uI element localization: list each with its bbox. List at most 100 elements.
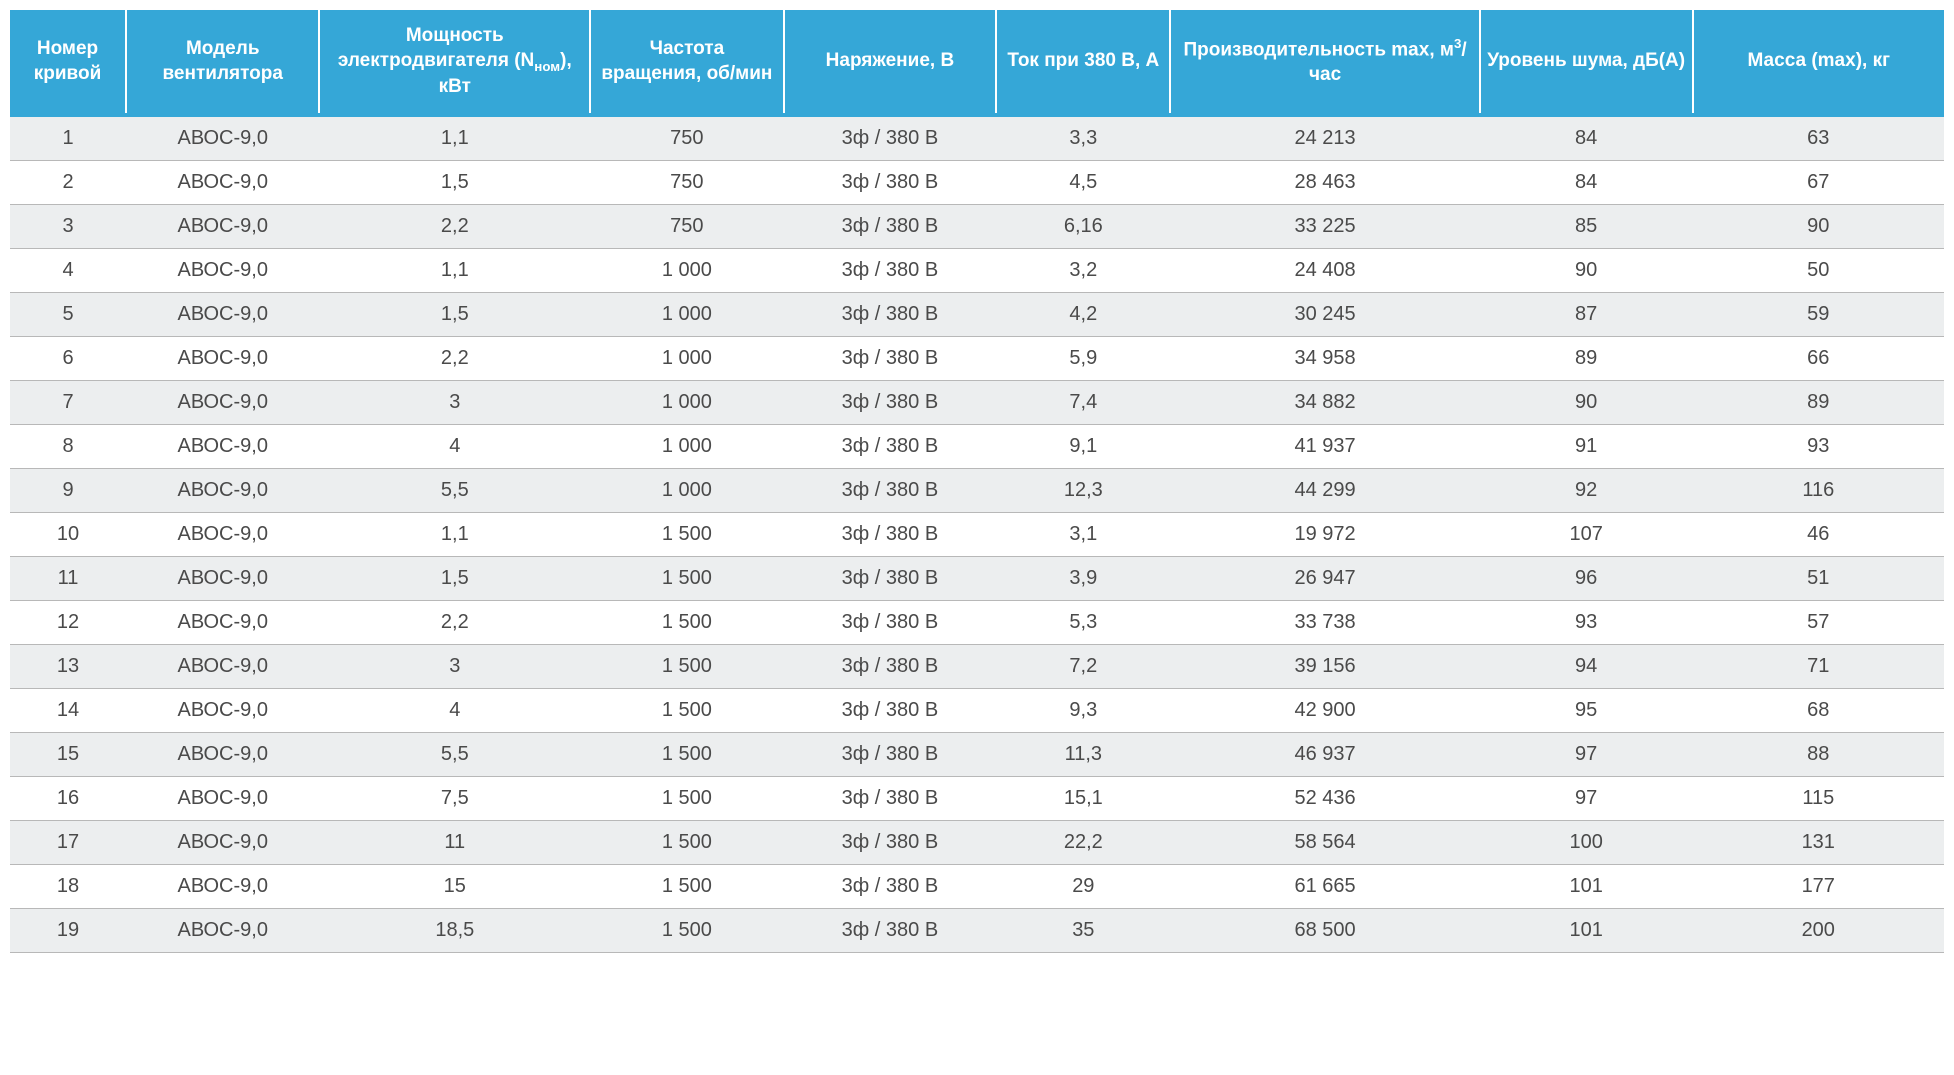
table-cell: 19 xyxy=(10,909,126,953)
table-cell: 46 xyxy=(1693,513,1944,557)
table-cell: 1,1 xyxy=(319,249,590,293)
table-cell: 750 xyxy=(590,115,783,161)
table-cell: 11 xyxy=(10,557,126,601)
table-header: Номер кривойМодель вентилятораМощность э… xyxy=(10,10,1944,115)
table-cell: 7,2 xyxy=(996,645,1170,689)
table-cell: 3ф / 380 В xyxy=(784,733,997,777)
table-cell: 89 xyxy=(1693,381,1944,425)
col-header-5: Ток при 380 В, А xyxy=(996,10,1170,115)
table-cell: 18,5 xyxy=(319,909,590,953)
table-cell: 6,16 xyxy=(996,205,1170,249)
table-cell: 7,4 xyxy=(996,381,1170,425)
col-header-2: Мощность электродвигателя (Nном), кВт xyxy=(319,10,590,115)
table-row: 5АВОС-9,01,51 0003ф / 380 В4,230 2458759 xyxy=(10,293,1944,337)
table-cell: 68 500 xyxy=(1170,909,1479,953)
table-cell: 101 xyxy=(1480,909,1693,953)
table-cell: 3ф / 380 В xyxy=(784,909,997,953)
table-cell: 3ф / 380 В xyxy=(784,249,997,293)
table-cell: 91 xyxy=(1480,425,1693,469)
table-cell: АВОС-9,0 xyxy=(126,601,319,645)
col-header-3: Частота вращения, об/мин xyxy=(590,10,783,115)
table-cell: 3,2 xyxy=(996,249,1170,293)
table-cell: 97 xyxy=(1480,777,1693,821)
table-cell: 1 000 xyxy=(590,381,783,425)
table-cell: 61 665 xyxy=(1170,865,1479,909)
table-row: 11АВОС-9,01,51 5003ф / 380 В3,926 947965… xyxy=(10,557,1944,601)
header-row: Номер кривойМодель вентилятораМощность э… xyxy=(10,10,1944,115)
table-cell: 9,3 xyxy=(996,689,1170,733)
table-cell: 3ф / 380 В xyxy=(784,205,997,249)
table-cell: 8 xyxy=(10,425,126,469)
table-cell: 3ф / 380 В xyxy=(784,293,997,337)
col-header-1: Модель вентилятора xyxy=(126,10,319,115)
table-cell: 750 xyxy=(590,205,783,249)
table-cell: 4 xyxy=(10,249,126,293)
table-cell: 39 156 xyxy=(1170,645,1479,689)
table-cell: 3ф / 380 В xyxy=(784,601,997,645)
table-row: 1АВОС-9,01,17503ф / 380 В3,324 2138463 xyxy=(10,115,1944,161)
table-cell: 7,5 xyxy=(319,777,590,821)
table-cell: 93 xyxy=(1693,425,1944,469)
table-cell: 3ф / 380 В xyxy=(784,115,997,161)
table-cell: 95 xyxy=(1480,689,1693,733)
table-cell: 52 436 xyxy=(1170,777,1479,821)
table-row: 16АВОС-9,07,51 5003ф / 380 В15,152 43697… xyxy=(10,777,1944,821)
table-cell: 107 xyxy=(1480,513,1693,557)
table-cell: 1 500 xyxy=(590,909,783,953)
table-cell: 3ф / 380 В xyxy=(784,689,997,733)
table-row: 4АВОС-9,01,11 0003ф / 380 В3,224 4089050 xyxy=(10,249,1944,293)
table-cell: 1 500 xyxy=(590,733,783,777)
table-cell: 1 500 xyxy=(590,689,783,733)
table-cell: 750 xyxy=(590,161,783,205)
table-cell: 97 xyxy=(1480,733,1693,777)
table-cell: 22,2 xyxy=(996,821,1170,865)
table-row: 18АВОС-9,0151 5003ф / 380 В2961 66510117… xyxy=(10,865,1944,909)
table-cell: 3ф / 380 В xyxy=(784,821,997,865)
table-cell: 115 xyxy=(1693,777,1944,821)
table-cell: 2 xyxy=(10,161,126,205)
table-row: 3АВОС-9,02,27503ф / 380 В6,1633 2258590 xyxy=(10,205,1944,249)
table-cell: 3ф / 380 В xyxy=(784,381,997,425)
table-row: 7АВОС-9,031 0003ф / 380 В7,434 8829089 xyxy=(10,381,1944,425)
table-cell: 131 xyxy=(1693,821,1944,865)
table-row: 19АВОС-9,018,51 5003ф / 380 В3568 500101… xyxy=(10,909,1944,953)
table-cell: 12,3 xyxy=(996,469,1170,513)
table-cell: 84 xyxy=(1480,115,1693,161)
table-cell: АВОС-9,0 xyxy=(126,689,319,733)
table-cell: 1 xyxy=(10,115,126,161)
table-cell: 1 000 xyxy=(590,293,783,337)
table-cell: 1 500 xyxy=(590,777,783,821)
table-cell: АВОС-9,0 xyxy=(126,337,319,381)
table-cell: 5,3 xyxy=(996,601,1170,645)
table-cell: 4,5 xyxy=(996,161,1170,205)
table-cell: 2,2 xyxy=(319,337,590,381)
col-header-8: Масса (max), кг xyxy=(1693,10,1944,115)
table-cell: 33 225 xyxy=(1170,205,1479,249)
table-cell: АВОС-9,0 xyxy=(126,249,319,293)
table-row: 9АВОС-9,05,51 0003ф / 380 В12,344 299921… xyxy=(10,469,1944,513)
table-cell: 50 xyxy=(1693,249,1944,293)
table-cell: 67 xyxy=(1693,161,1944,205)
table-cell: 92 xyxy=(1480,469,1693,513)
table-row: 8АВОС-9,041 0003ф / 380 В9,141 9379193 xyxy=(10,425,1944,469)
table-cell: 1 500 xyxy=(590,865,783,909)
table-cell: 200 xyxy=(1693,909,1944,953)
table-row: 6АВОС-9,02,21 0003ф / 380 В5,934 9588966 xyxy=(10,337,1944,381)
table-cell: 1 500 xyxy=(590,601,783,645)
table-cell: АВОС-9,0 xyxy=(126,557,319,601)
table-cell: 2,2 xyxy=(319,601,590,645)
table-cell: 3ф / 380 В xyxy=(784,337,997,381)
table-cell: 11,3 xyxy=(996,733,1170,777)
table-cell: 3ф / 380 В xyxy=(784,425,997,469)
table-cell: 177 xyxy=(1693,865,1944,909)
table-cell: 28 463 xyxy=(1170,161,1479,205)
table-cell: 3ф / 380 В xyxy=(784,777,997,821)
table-cell: АВОС-9,0 xyxy=(126,293,319,337)
table-cell: 66 xyxy=(1693,337,1944,381)
table-cell: 3 xyxy=(319,645,590,689)
table-cell: АВОС-9,0 xyxy=(126,733,319,777)
table-cell: 15 xyxy=(319,865,590,909)
table-cell: 3 xyxy=(319,381,590,425)
table-cell: 90 xyxy=(1480,381,1693,425)
table-cell: 3ф / 380 В xyxy=(784,513,997,557)
